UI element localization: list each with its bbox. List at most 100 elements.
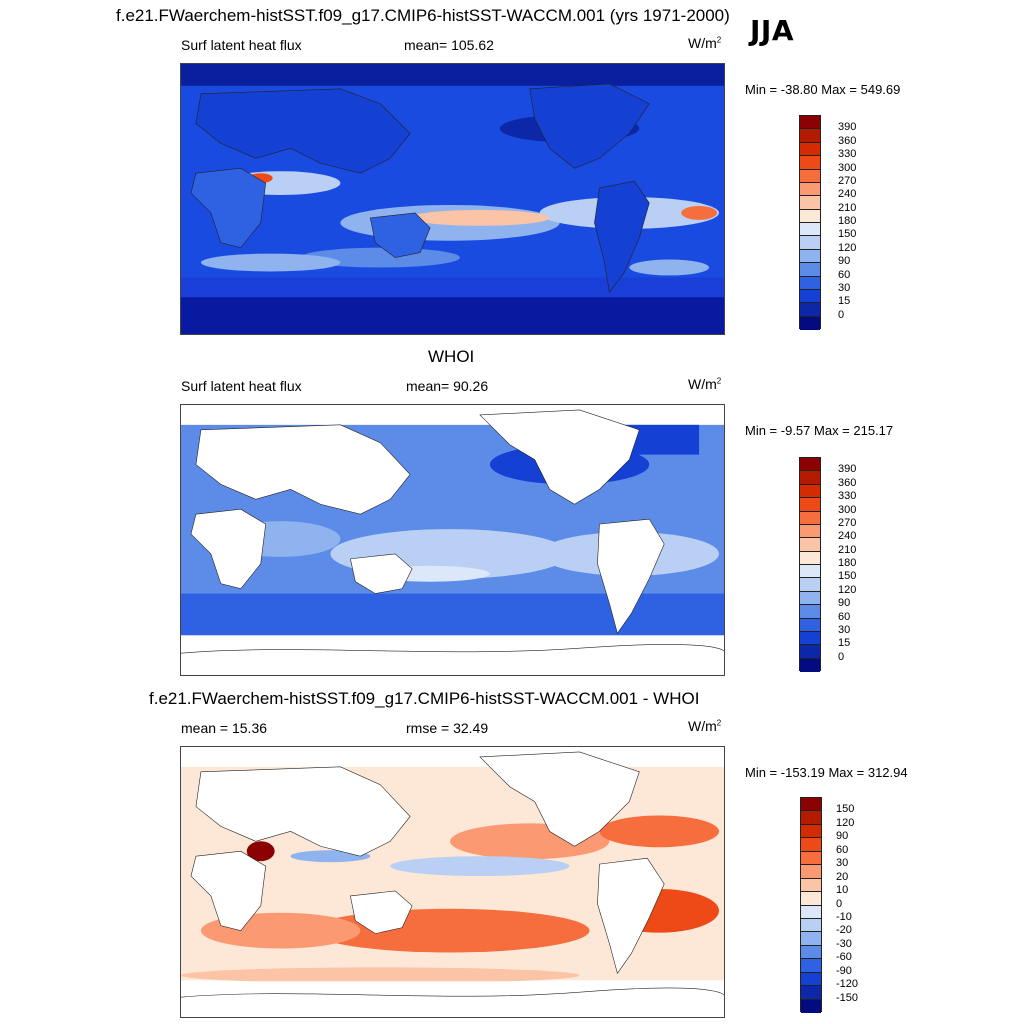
panel3-title: f.e21.FWaerchem-histSST.f09_g17.CMIP6-hi… — [149, 689, 700, 708]
colorbar-tick-label: 300 — [838, 161, 857, 174]
colorbar-swatch — [801, 986, 821, 1000]
panel1-units: W/m2 — [688, 35, 722, 51]
colorbar-swatch — [800, 129, 820, 143]
colorbar-tick-label: -20 — [836, 924, 852, 937]
colorbar-tick-label: 20 — [836, 870, 849, 883]
colorbar-tick-label: 90 — [838, 597, 851, 610]
colorbar-swatch — [801, 945, 821, 960]
colorbar-tick-label: 10 — [836, 884, 849, 897]
panel3-units: W/m2 — [688, 718, 722, 734]
colorbar-tick-label: 360 — [838, 134, 857, 147]
colorbar-tick-label: 120 — [836, 816, 855, 829]
colorbar-tick-label: -60 — [836, 951, 852, 964]
colorbar-swatch — [801, 838, 821, 852]
colorbar-swatch — [801, 959, 821, 973]
colorbar-tick-label: 0 — [838, 308, 845, 321]
colorbar-tick-label: 60 — [838, 268, 851, 281]
colorbar-swatch — [800, 156, 820, 170]
colorbar-swatch — [801, 824, 821, 839]
colorbar-tick-label: 0 — [836, 897, 843, 910]
colorbar-swatch — [800, 276, 820, 290]
colorbar-tick-label: 270 — [838, 174, 857, 187]
panel3-mean: mean = 15.36 — [181, 720, 268, 736]
colorbar-swatch — [800, 658, 820, 672]
colorbar-tick-label: 150 — [836, 803, 855, 816]
colorbar-swatch — [800, 142, 820, 157]
colorbar-tick-label: 150 — [838, 570, 857, 583]
colorbar-tick-label: 210 — [838, 543, 857, 556]
colorbar-swatch — [801, 892, 821, 906]
colorbar-swatch — [800, 209, 820, 223]
colorbar-swatch — [801, 798, 821, 812]
colorbar-swatch — [800, 249, 820, 264]
colorbar-tick-label: -150 — [836, 991, 859, 1004]
panel2-colorbar — [799, 457, 821, 672]
colorbar-tick-label: 210 — [838, 201, 857, 214]
colorbar-tick-label: 120 — [838, 241, 857, 254]
colorbar-swatch — [800, 498, 820, 512]
colorbar-swatch — [800, 578, 820, 592]
colorbar-swatch — [800, 236, 820, 250]
colorbar-swatch — [801, 878, 821, 893]
panel1-colorbar — [799, 115, 821, 330]
colorbar-swatch — [801, 999, 821, 1013]
colorbar-tick-label: 0 — [838, 650, 845, 663]
colorbar-swatch — [801, 905, 821, 919]
colorbar-swatch — [800, 524, 820, 539]
colorbar-tick-label: 330 — [838, 490, 857, 503]
colorbar-tick-label: 90 — [836, 830, 849, 843]
colorbar-swatch — [800, 538, 820, 552]
colorbar-swatch — [800, 631, 820, 646]
colorbar-swatch — [800, 263, 820, 277]
colorbar-swatch — [800, 196, 820, 210]
colorbar-swatch — [801, 972, 821, 987]
colorbar-swatch — [800, 484, 820, 499]
panel2-variable: Surf latent heat flux — [181, 378, 302, 394]
colorbar-tick-label: 270 — [838, 516, 857, 529]
colorbar-tick-label: 390 — [838, 121, 857, 134]
colorbar-swatch — [800, 303, 820, 317]
colorbar-tick-label: -30 — [836, 937, 852, 950]
colorbar-swatch — [801, 811, 821, 825]
panel2-map — [180, 404, 725, 676]
colorbar-tick-label: 150 — [838, 228, 857, 241]
panel1-mean: mean= 105.62 — [404, 37, 494, 53]
colorbar-swatch — [801, 932, 821, 946]
colorbar-swatch — [800, 289, 820, 304]
colorbar-tick-label: -120 — [836, 978, 859, 991]
colorbar-swatch — [800, 458, 820, 472]
colorbar-tick-label: 90 — [838, 255, 851, 268]
colorbar-tick-label: 330 — [838, 148, 857, 161]
panel2-title: WHOI — [428, 347, 475, 366]
season-label: JJA — [750, 14, 795, 47]
colorbar-swatch — [800, 316, 820, 330]
panel3-colorbar — [800, 797, 822, 1013]
panel3-minmax: Min = -153.19 Max = 312.94 — [745, 765, 908, 780]
colorbar-swatch — [800, 471, 820, 485]
colorbar-swatch — [800, 551, 820, 565]
colorbar-tick-label: 300 — [838, 503, 857, 516]
colorbar-swatch — [800, 605, 820, 619]
colorbar-swatch — [800, 169, 820, 183]
colorbar-tick-label: 60 — [838, 610, 851, 623]
colorbar-tick-label: 30 — [838, 623, 851, 636]
colorbar-swatch — [800, 565, 820, 579]
colorbar-swatch — [800, 182, 820, 197]
colorbar-swatch — [801, 851, 821, 866]
colorbar-tick-label: 15 — [838, 637, 851, 650]
colorbar-tick-label: 60 — [836, 843, 849, 856]
colorbar-tick-label: 15 — [838, 295, 851, 308]
colorbar-swatch — [801, 918, 821, 933]
panel2-mean: mean= 90.26 — [406, 378, 489, 394]
panel1-map — [180, 63, 725, 335]
colorbar-tick-label: 390 — [838, 463, 857, 476]
colorbar-tick-label: 360 — [838, 476, 857, 489]
colorbar-swatch — [800, 223, 820, 237]
colorbar-tick-label: 180 — [838, 557, 857, 569]
colorbar-tick-label: -10 — [836, 910, 852, 923]
panel3-rmse: rmse = 32.49 — [406, 720, 489, 736]
colorbar-tick-label: 30 — [836, 857, 849, 870]
colorbar-swatch — [800, 511, 820, 525]
colorbar-tick-label: -90 — [836, 964, 852, 977]
colorbar-swatch — [800, 591, 820, 606]
